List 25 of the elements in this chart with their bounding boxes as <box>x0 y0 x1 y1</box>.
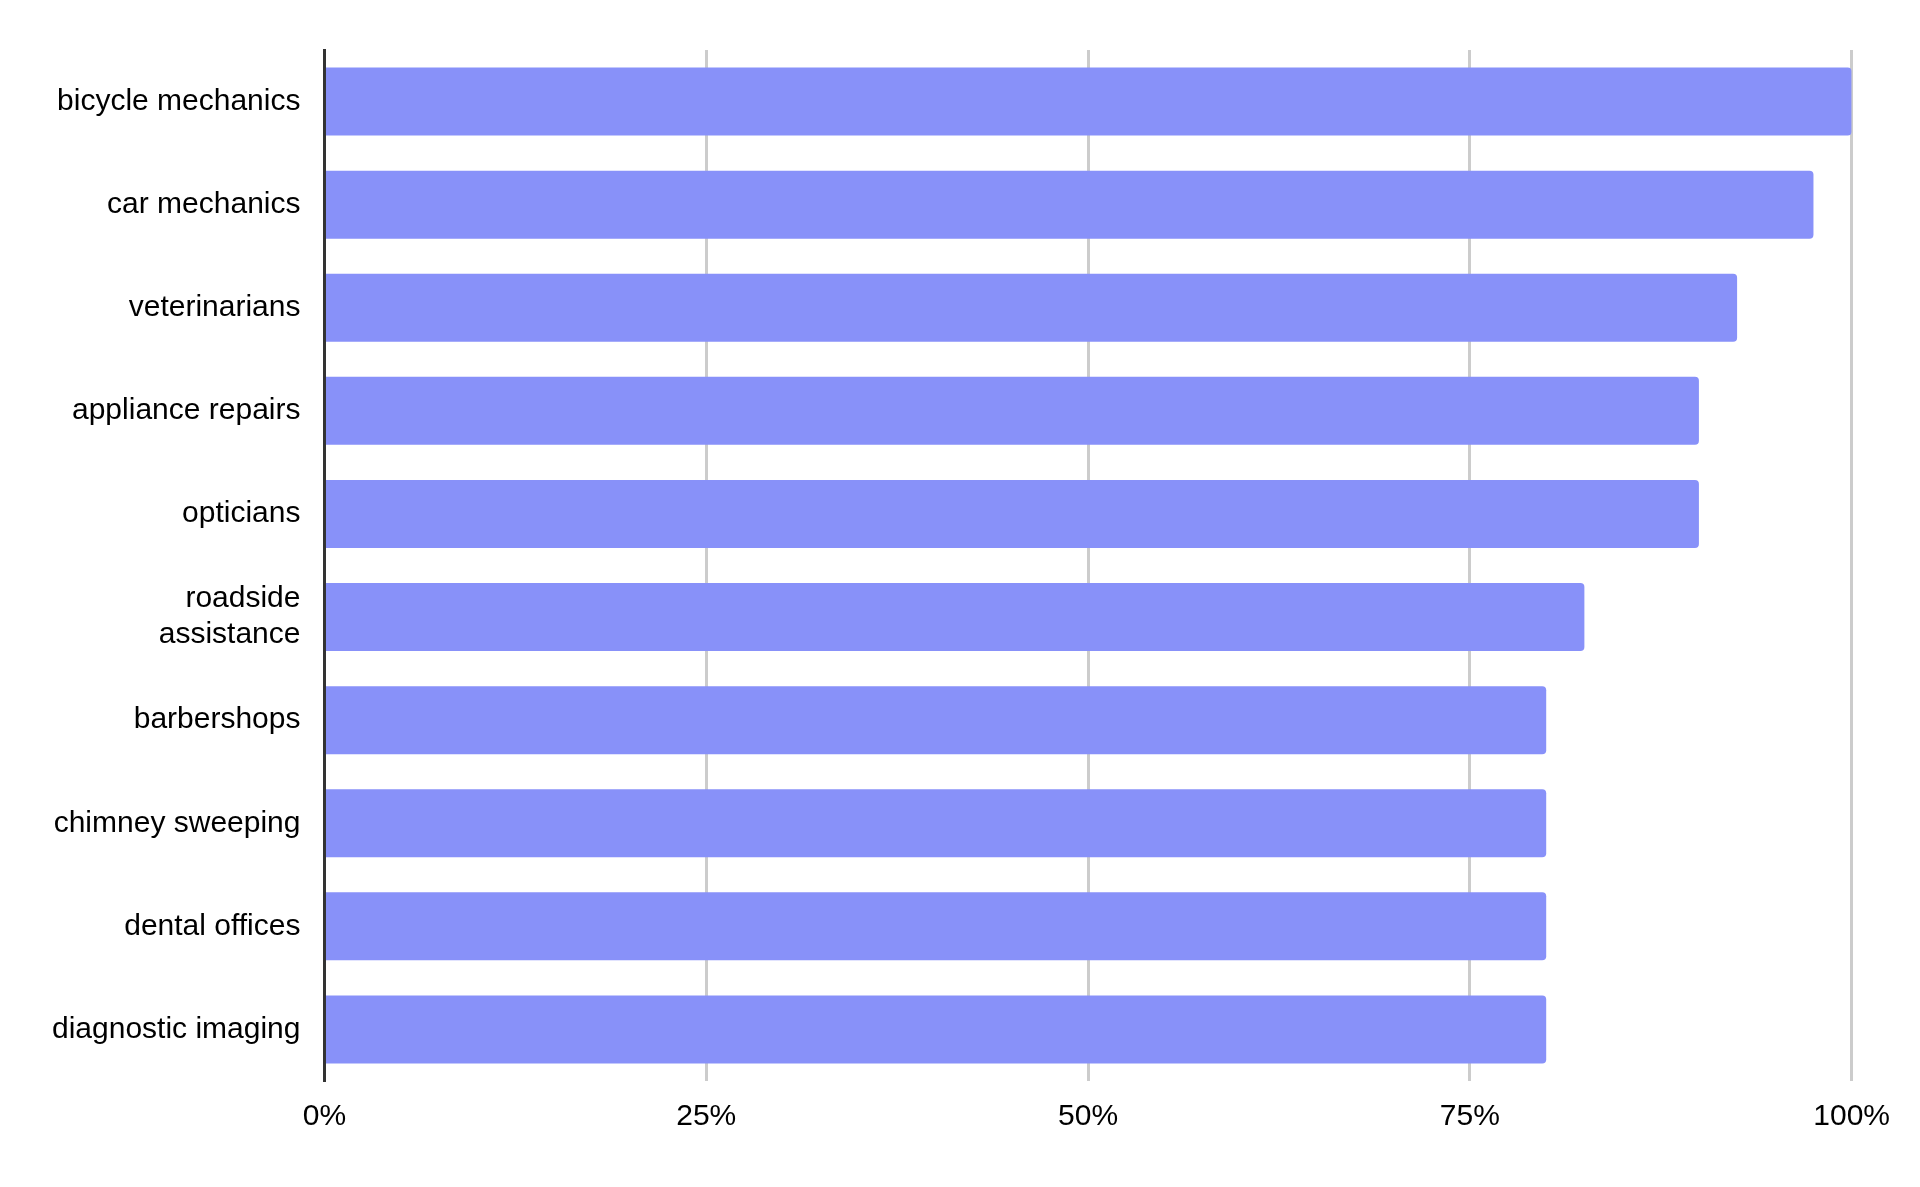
bar <box>325 67 1852 136</box>
bar <box>325 479 1699 548</box>
bar <box>325 995 1547 1064</box>
y-tick-label: car mechanics <box>107 185 301 219</box>
x-tick-label: 25% <box>676 1098 737 1132</box>
y-tick-label: veterinarians <box>128 289 301 323</box>
y-tick-label: barbershops <box>133 701 301 735</box>
bar <box>325 686 1547 755</box>
bar <box>325 273 1738 342</box>
y-tick-label: opticians <box>182 495 301 529</box>
y-tick-label: diagnostic imaging <box>52 1010 301 1044</box>
bar <box>325 376 1699 445</box>
bar <box>325 583 1585 652</box>
y-tick-label: bicycle mechanics <box>57 82 301 116</box>
y-tick-label: roadside assistance <box>158 580 301 650</box>
x-tick-label: 50% <box>1058 1098 1119 1132</box>
y-tick-label: appliance repairs <box>72 392 301 426</box>
y-tick-label: dental offices <box>124 907 301 941</box>
x-tick-label: 100% <box>1813 1098 1890 1132</box>
bar <box>325 892 1547 961</box>
x-tick-label: 0% <box>302 1098 347 1132</box>
x-tick-label: 75% <box>1439 1098 1500 1132</box>
bar <box>325 170 1814 239</box>
bar <box>325 789 1547 858</box>
y-tick-label: chimney sweeping <box>53 804 301 838</box>
